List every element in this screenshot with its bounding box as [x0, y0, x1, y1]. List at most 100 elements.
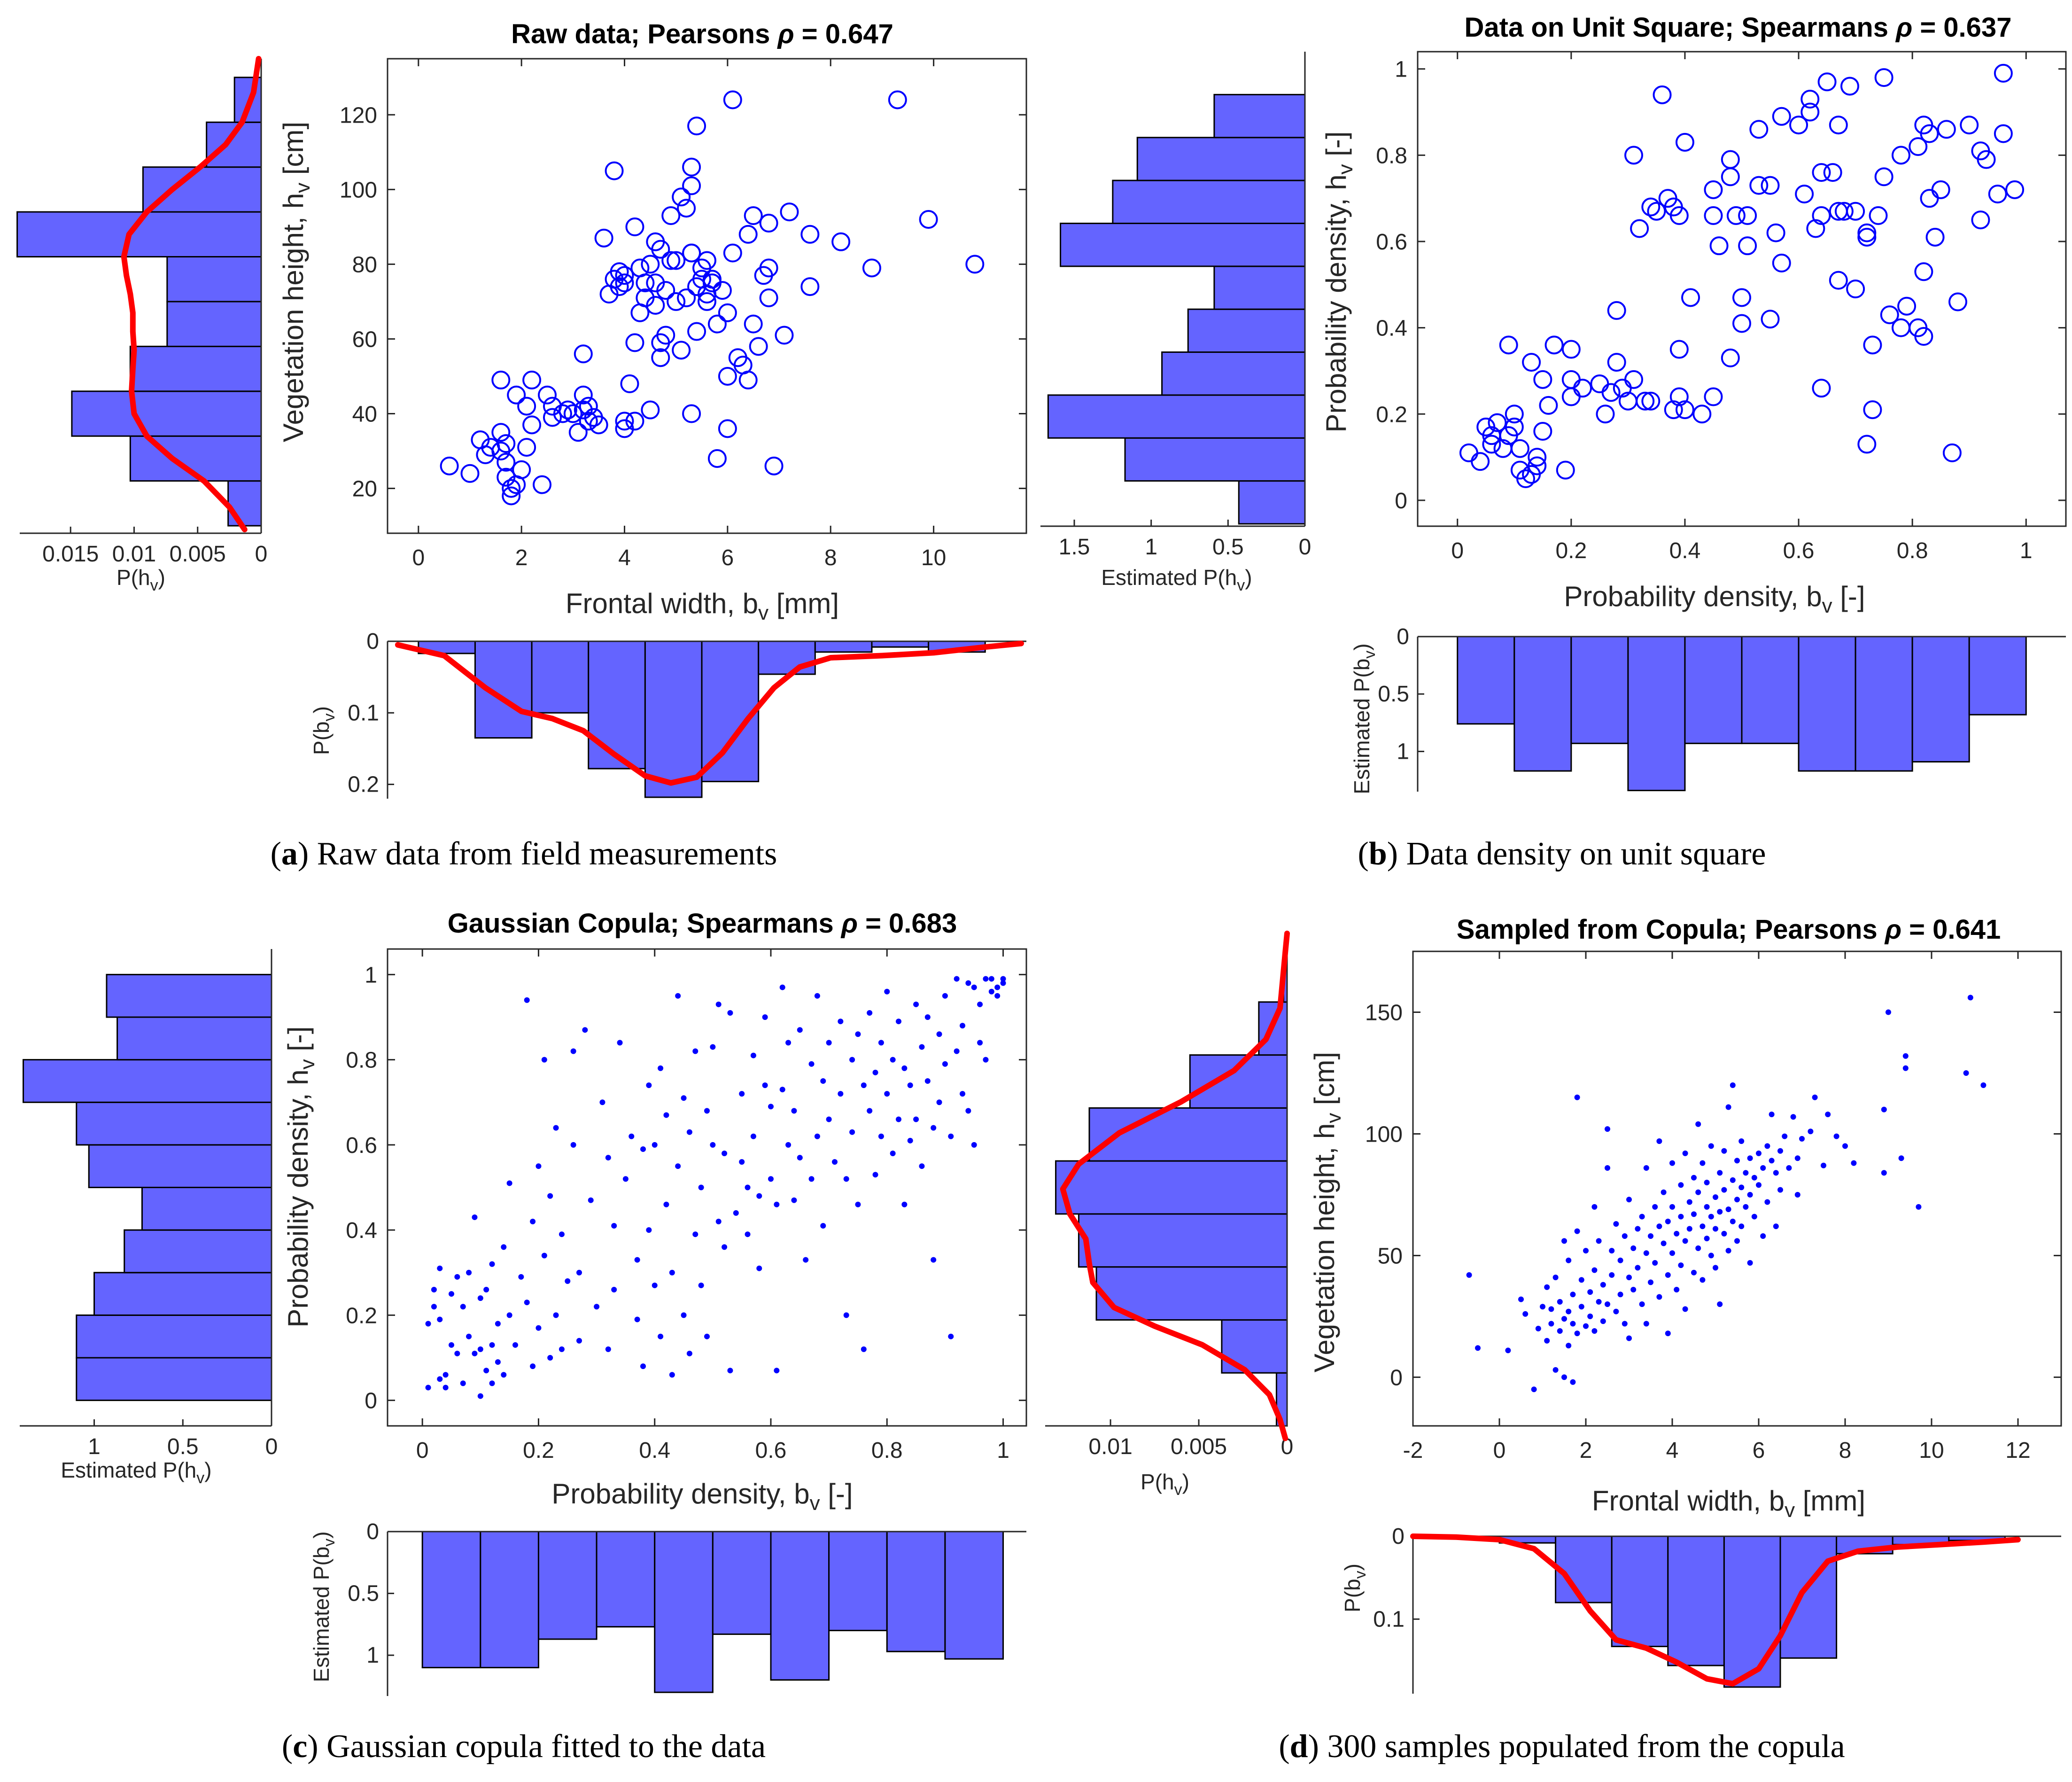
data-point [936, 1099, 942, 1105]
data-point [780, 202, 799, 222]
data-point [1561, 1374, 1567, 1380]
data-point [1734, 1238, 1740, 1244]
histogram-bar [129, 345, 262, 392]
x-tick-label: 8 [1839, 1438, 1852, 1463]
data-point [994, 984, 1001, 990]
data-point [1817, 72, 1837, 92]
data-point [1686, 1226, 1692, 1232]
y-tick-label: 0.1 [1373, 1607, 1405, 1632]
data-point [672, 187, 691, 207]
data-point [1557, 1299, 1563, 1305]
data-point [617, 1040, 623, 1046]
data-point [1857, 223, 1877, 242]
data-point [622, 1176, 629, 1182]
panel-d-xlabel: Frontal width, bv [mm] [1592, 1485, 1865, 1522]
panel-c-bottom-ylabel: Estimated P(bv) [309, 1531, 338, 1682]
data-point [1466, 1272, 1472, 1278]
data-point [518, 1274, 524, 1280]
data-point [1717, 1209, 1723, 1215]
data-point [849, 1057, 855, 1063]
data-point [507, 385, 526, 405]
data-point [1721, 348, 1740, 367]
data-point [1678, 1182, 1684, 1188]
data-point [791, 1197, 797, 1203]
data-point [1617, 1257, 1623, 1263]
data-point [1613, 1308, 1619, 1315]
histogram-bar [1968, 636, 2027, 716]
y-tick-label: 0.2 [348, 772, 379, 797]
histogram-bar [1723, 1535, 1781, 1688]
data-point [1734, 1197, 1740, 1203]
data-point [1764, 1199, 1770, 1205]
histogram-bar [141, 1187, 272, 1231]
histogram-bar [1213, 265, 1306, 310]
data-point [472, 1214, 478, 1220]
data-point [672, 341, 691, 360]
data-point [682, 243, 701, 263]
x-tick-label: 0.6 [755, 1438, 787, 1463]
data-point [431, 1304, 437, 1310]
histogram-bar [770, 1531, 830, 1681]
data-point [855, 1201, 861, 1207]
histogram-bar [1457, 636, 1515, 725]
data-point [1510, 439, 1529, 458]
histogram-bar [227, 480, 262, 527]
data-point [667, 292, 686, 311]
data-point [1605, 1165, 1610, 1171]
panel-b: Data on Unit Square; Spearmans ρ = 0.637… [1040, 12, 2067, 872]
data-point [704, 1108, 710, 1114]
data-point [1704, 206, 1723, 225]
data-point [872, 1069, 878, 1075]
data-point [1914, 327, 1933, 346]
data-point [779, 1087, 785, 1093]
data-point [454, 1274, 460, 1280]
x-tick-label: 0.8 [1897, 538, 1928, 563]
x-tick-label: 1.5 [1059, 535, 1090, 560]
panel-c: Gaussian Copula; Spearmans ρ = 0.683 0 0.… [20, 908, 1293, 1765]
data-point [652, 1282, 658, 1288]
data-point [1920, 189, 1939, 208]
data-point [658, 1065, 664, 1071]
data-point [611, 1287, 617, 1292]
data-point [1721, 1230, 1727, 1237]
data-point [803, 1257, 809, 1263]
data-point [1570, 1379, 1576, 1385]
histogram-bar [1060, 222, 1306, 267]
data-point [1709, 236, 1729, 256]
data-point [625, 333, 644, 352]
data-point [1664, 400, 1683, 420]
data-point [1721, 150, 1740, 169]
data-point [1617, 1292, 1623, 1298]
data-point [1734, 1158, 1740, 1164]
data-point [774, 1368, 780, 1374]
data-point [1902, 1065, 1909, 1071]
data-point [988, 976, 994, 982]
histogram-bar [1238, 480, 1306, 525]
panel-a-title: Raw data; Pearsons ρ = 0.647 [511, 19, 893, 49]
data-point [1596, 1238, 1602, 1244]
data-point [1528, 448, 1547, 467]
data-point [605, 1346, 611, 1352]
data-point [489, 1342, 495, 1348]
data-point [431, 1287, 437, 1292]
data-point [983, 1057, 989, 1063]
data-point [1880, 305, 1899, 325]
data-point [710, 1142, 716, 1148]
data-point [1769, 1158, 1775, 1164]
data-point [692, 1231, 698, 1237]
x-tick-label: -2 [1403, 1438, 1423, 1463]
data-point [472, 1350, 478, 1356]
data-point [1636, 391, 1655, 411]
data-point [1812, 1094, 1818, 1100]
data-point [954, 1048, 960, 1054]
data-point [797, 1155, 803, 1161]
data-point [965, 980, 971, 986]
data-point [1713, 1265, 1718, 1271]
data-point [1708, 1253, 1714, 1259]
data-point [1730, 1082, 1736, 1088]
data-point [744, 206, 763, 226]
data-point [1648, 1233, 1653, 1239]
data-point [884, 988, 890, 995]
data-point [1863, 335, 1882, 355]
data-point [1505, 405, 1524, 424]
